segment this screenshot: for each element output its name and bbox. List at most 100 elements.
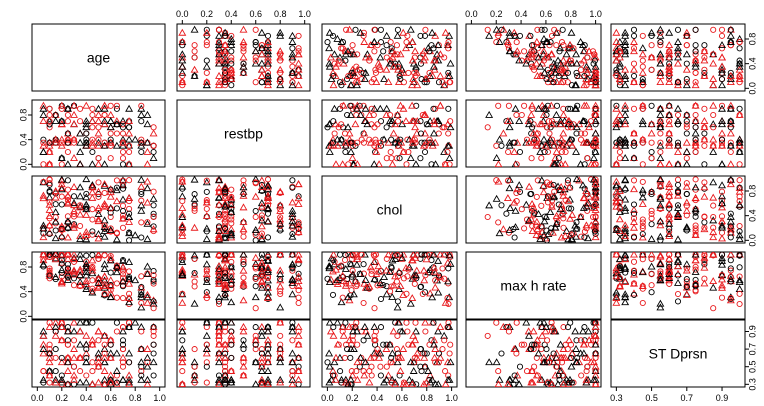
point-triangle [735,187,744,195]
point-circle [613,139,620,146]
point-circle [258,350,265,357]
point-triangle [178,223,187,231]
point-triangle [190,25,199,33]
point-circle [404,32,411,39]
point-circle [683,76,690,83]
point-circle [203,268,210,275]
point-circle [444,148,451,156]
point-triangle [735,235,744,242]
point-circle [46,176,53,183]
point-triangle [100,367,109,374]
point-triangle [70,221,79,229]
point-circle [368,105,375,112]
point-circle [692,142,699,149]
point-circle [505,45,512,52]
point-circle [692,225,699,232]
point-triangle [665,219,674,227]
point-triangle [510,28,519,36]
point-circle [573,69,580,76]
point-triangle [143,353,152,361]
point-triangle [571,327,580,335]
point-triangle [76,210,85,218]
point-triangle [276,81,285,89]
point-triangle [434,41,443,49]
point-triangle [411,123,420,131]
panel-r0-c2 [321,23,458,92]
point-triangle [513,138,522,146]
point-circle [264,69,272,76]
point-triangle [385,117,394,125]
point-triangle [557,353,566,361]
point-circle [683,212,690,219]
point-circle [377,26,384,33]
point-triangle [276,270,285,277]
point-circle [727,210,734,217]
point-circle [58,105,65,112]
point-circle [666,252,673,258]
point-triangle [215,252,224,258]
point-triangle [125,275,134,283]
point-triangle [328,267,337,275]
points-group [324,25,455,89]
point-triangle [412,68,421,76]
point-circle [58,260,65,267]
point-circle [126,177,133,184]
point-circle [295,225,302,232]
point-circle [215,324,223,331]
point-triangle [436,101,445,109]
point-triangle [131,135,140,143]
point-triangle [665,110,674,118]
point-circle [538,202,545,209]
point-circle [228,337,235,344]
point-circle [701,54,708,61]
point-circle [329,291,337,298]
point-circle [52,276,59,283]
point-circle [692,222,699,229]
point-circle [648,155,655,162]
point-triangle [288,375,297,383]
point-triangle [700,117,709,125]
point-circle [46,180,53,187]
point-triangle [565,183,574,191]
point-circle [513,350,520,357]
point-triangle [227,252,236,258]
point-circle [736,148,743,156]
point-circle [736,105,743,112]
point-circle [521,48,528,55]
point-triangle [647,262,656,270]
point-triangle [239,327,248,335]
point-circle [354,281,361,288]
points-group [39,252,158,312]
point-triangle [45,205,54,213]
point-triangle [57,180,66,188]
point-circle [423,350,430,357]
point-triangle [540,68,549,76]
point-triangle [348,371,357,379]
point-triangle [190,176,199,183]
point-circle [344,111,351,119]
point-circle [692,207,699,215]
point-triangle [578,41,587,49]
point-circle [445,324,452,331]
point-triangle [511,104,520,112]
point-triangle [221,56,230,64]
point-triangle [106,336,115,344]
point-triangle [337,375,346,383]
point-circle [113,328,120,335]
point-triangle [263,205,272,213]
point-triangle [572,50,581,58]
point-triangle [391,272,400,280]
point-triangle [178,327,187,335]
point-triangle [510,198,519,206]
point-circle [150,280,157,287]
point-triangle [112,268,121,276]
point-triangle [682,147,691,155]
point-circle [215,280,223,287]
point-triangle [63,217,72,225]
point-circle [289,177,296,184]
point-triangle [345,25,354,33]
tick-label: 0.8 [747,185,757,198]
point-triangle [125,294,134,302]
point-circle [403,39,410,46]
point-circle [432,105,439,112]
